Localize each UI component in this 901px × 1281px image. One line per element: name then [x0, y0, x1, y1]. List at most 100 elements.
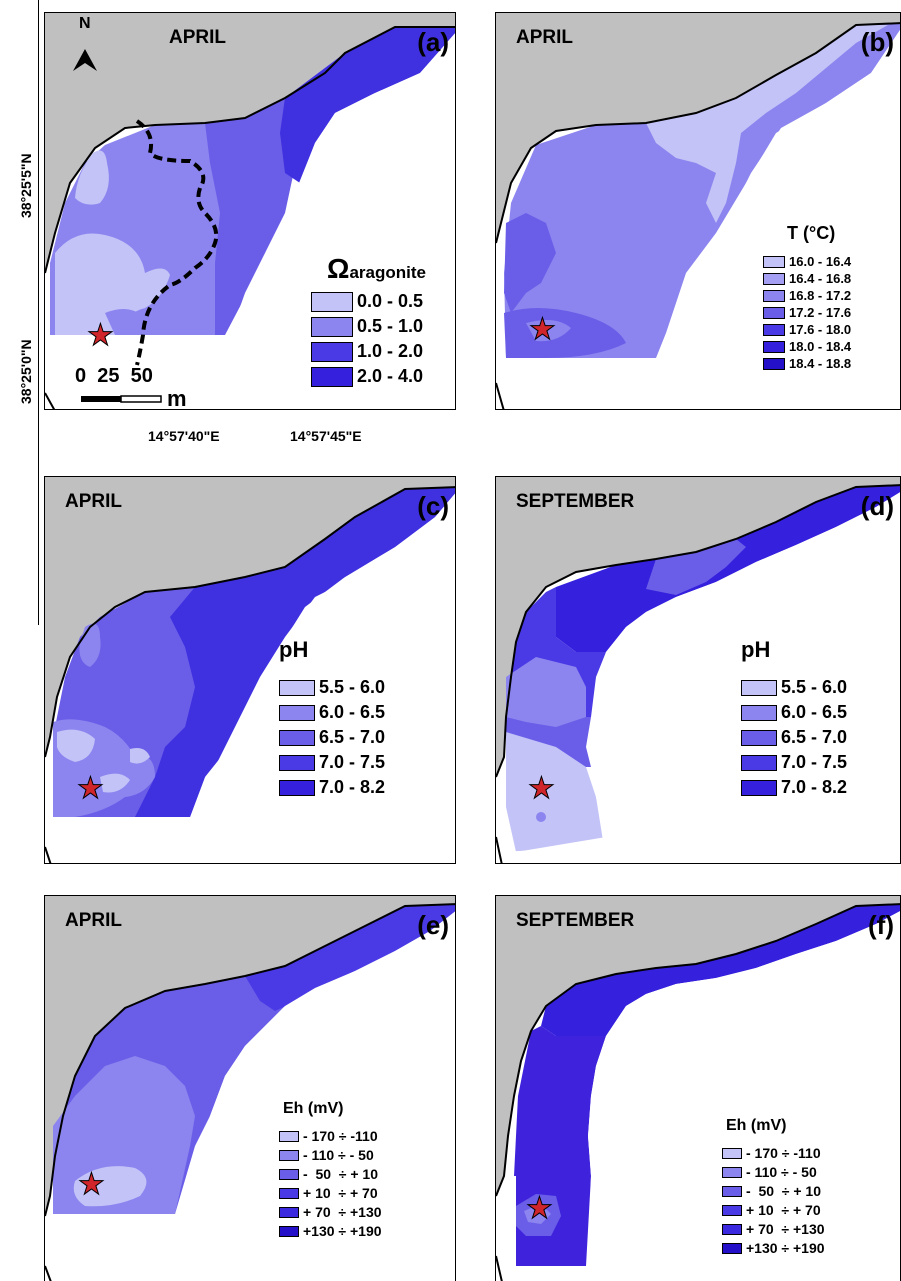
isoline-dashed [135, 119, 219, 366]
zone-c1 [130, 748, 150, 764]
unmapped-area [45, 33, 455, 409]
month-label: APRIL [65, 491, 122, 512]
legend-row: + 10 ÷ + 70 [722, 1202, 825, 1218]
map-d [496, 477, 900, 863]
legend-row: 6.5 - 7.0 [279, 727, 385, 748]
legend-row: 16.8 - 17.2 [763, 288, 851, 303]
legend-title: Eh (mV) [726, 1117, 787, 1134]
legend-row: +130 ÷ +190 [722, 1240, 825, 1256]
zone-c1 [57, 729, 95, 762]
unmapped-area [496, 911, 900, 1281]
legend-text: - 110 ÷ - 50 [303, 1147, 374, 1163]
latitude-label-north: 38°25'5"N [18, 153, 34, 218]
legend-swatch [722, 1204, 742, 1216]
legend-row: 7.0 - 8.2 [741, 777, 847, 798]
zone-c4 [280, 27, 455, 183]
unmapped-area [496, 29, 900, 409]
legend-swatch [741, 704, 777, 721]
land-area [496, 477, 900, 777]
coastline [45, 486, 455, 863]
legend-text: - 50 ÷ + 10 [746, 1183, 822, 1199]
coastline [496, 903, 900, 1281]
panel-label: (b) [860, 27, 894, 57]
scale-bar-unit: m [167, 386, 187, 410]
legend-row: 1.0 - 2.0 [311, 341, 426, 362]
zone-c2 [536, 812, 546, 822]
legend-row: 18.0 - 18.4 [763, 339, 851, 354]
legend-swatch [279, 779, 315, 796]
legend-swatch [763, 272, 785, 285]
coastline [496, 22, 900, 409]
legend-swatch [763, 340, 785, 353]
zone-c3 [646, 539, 746, 595]
legend-swatch [763, 323, 785, 336]
latitude-axis-line [38, 0, 39, 625]
zone-c1 [75, 150, 109, 205]
legend-row: - 170 ÷ -110 [279, 1128, 382, 1144]
north-arrow-label: N [79, 15, 91, 32]
legend-text: +130 ÷ +190 [746, 1240, 825, 1256]
legend-text: - 170 ÷ -110 [746, 1145, 821, 1161]
legend-text: + 70 ÷ +130 [303, 1204, 382, 1220]
legend-row: 17.2 - 17.6 [763, 305, 851, 320]
legend-text: 7.0 - 8.2 [319, 777, 386, 797]
zone-c4 [135, 487, 455, 817]
legend-title-omega: Ω [327, 253, 350, 284]
legend-swatch [279, 1206, 299, 1218]
panel-label: (d) [860, 491, 894, 521]
panel-label: (a) [417, 27, 449, 57]
legend-swatch [279, 704, 315, 721]
zone-c1 [646, 25, 888, 223]
legend-swatch [279, 1168, 299, 1180]
longitude-label-east: 14°57'45"E [290, 428, 362, 444]
legend-text: 7.0 - 8.2 [781, 777, 848, 797]
scale-bar [81, 395, 162, 403]
star-icon: ★ [526, 1192, 554, 1225]
legend-swatch [722, 1185, 742, 1197]
month-label: APRIL [516, 27, 573, 48]
legend-title: pH [741, 637, 771, 662]
map-a [45, 13, 455, 409]
legend-swatch [311, 316, 353, 337]
legend-row: + 10 ÷ + 70 [279, 1185, 382, 1201]
legend-row: + 70 ÷ +130 [722, 1221, 825, 1237]
land-area [45, 896, 455, 1216]
legend-d: pH 5.5 - 6.0 6.0 - 6.5 6.5 - 7.0 7.0 - 7… [741, 637, 847, 802]
legend-swatch [722, 1166, 742, 1178]
legend-swatch [722, 1147, 742, 1159]
legend-swatch [279, 1149, 299, 1161]
zone-c5 [556, 485, 900, 652]
panel-c: APRIL (c) ★ pH 5.5 - 6.0 6.0 - 6.5 6.5 -… [44, 476, 456, 864]
unmapped-area [496, 492, 900, 863]
zone-c5 [541, 904, 900, 1036]
legend-swatch [722, 1242, 742, 1254]
legend-row: - 170 ÷ -110 [722, 1145, 825, 1161]
legend-swatch [722, 1223, 742, 1235]
map-e [45, 896, 455, 1281]
legend-row: 18.4 - 18.8 [763, 356, 851, 371]
panel-label: (f) [868, 910, 894, 940]
legend-row: 2.0 - 4.0 [311, 366, 426, 387]
legend-text: 16.4 - 16.8 [789, 271, 852, 286]
panel-e: APRIL (e) ★ Eh (mV) - 170 ÷ -110 - 110 ÷… [44, 895, 456, 1281]
legend-text: 16.0 - 16.4 [789, 254, 852, 269]
legend-f: Eh (mV) - 170 ÷ -110 - 110 ÷ - 50 - 50 ÷… [722, 1117, 825, 1259]
legend-row: 6.5 - 7.0 [741, 727, 847, 748]
legend-swatch [279, 754, 315, 771]
legend-row: 6.0 - 6.5 [279, 702, 385, 723]
panel-d: SEPTEMBER (d) ★ pH 5.5 - 6.0 6.0 - 6.5 6… [495, 476, 901, 864]
land-area [496, 13, 900, 243]
unmapped-area [45, 911, 455, 1281]
legend-row: - 110 ÷ - 50 [722, 1164, 825, 1180]
legend-row: 0.5 - 1.0 [311, 316, 426, 337]
legend-row: 0.0 - 0.5 [311, 291, 426, 312]
legend-b: T (°C) 16.0 - 16.4 16.4 - 16.8 16.8 - 17… [763, 223, 851, 373]
legend-row: 16.4 - 16.8 [763, 271, 851, 286]
panel-label: (e) [417, 910, 449, 940]
month-label: SEPTEMBER [516, 910, 635, 931]
legend-swatch [741, 754, 777, 771]
legend-row: 16.0 - 16.4 [763, 254, 851, 269]
zone-c1 [73, 1166, 147, 1207]
panel-a: N APRIL (a) ★ 0 25 50 m Ωaragonite 0.0 -… [44, 12, 456, 410]
legend-text: + 10 ÷ + 70 [303, 1185, 378, 1201]
